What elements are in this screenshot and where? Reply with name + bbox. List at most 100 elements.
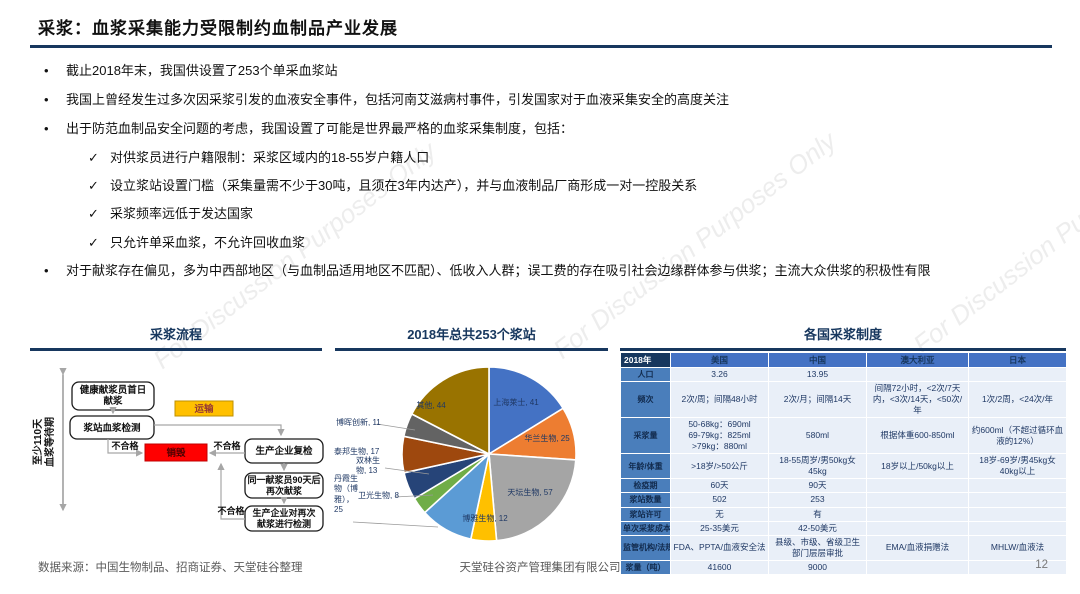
table-cell: 根据体重600-850ml bbox=[866, 417, 969, 455]
bullet-text: 出于防范血制品安全问题的考虑，我国设置了可能是世界最严格的血浆采集制度，包括： bbox=[66, 121, 574, 137]
flow-arrow bbox=[154, 424, 285, 437]
table-cell: 25-35美元 bbox=[670, 520, 769, 536]
bullet-marker: • bbox=[44, 262, 49, 278]
check-icon: ✓ bbox=[88, 234, 99, 250]
table-row-label: 浆站许可 bbox=[620, 506, 671, 522]
table-cell: 42-50美元 bbox=[768, 520, 867, 536]
table-cell: 580ml bbox=[768, 417, 867, 455]
pie-data-label: 泰邦生物, 17 bbox=[334, 447, 380, 456]
section-title-table: 各国采浆制度 bbox=[803, 327, 882, 342]
table-cell: 13.95 bbox=[768, 366, 867, 383]
table-row: 检疫期 60天 90天 bbox=[620, 478, 1067, 494]
flow-box-destroy-label: 销毁 bbox=[166, 447, 186, 459]
table-cell bbox=[866, 492, 969, 508]
table-cell: 无 bbox=[670, 506, 769, 522]
table-cell bbox=[968, 366, 1067, 383]
table-cell bbox=[866, 506, 969, 522]
bullet-item: • 对于献浆存在偏见，多为中西部地区（与血制品适用地区不匹配）、低收入人群；误工费… bbox=[38, 260, 1043, 282]
flow-box-retest-label: 献浆进行检测 bbox=[257, 518, 311, 529]
check-item: ✓ 采浆频率远低于发达国家 bbox=[60, 203, 1043, 225]
bullet-item: • 我国上曾经发生过多次因采浆引发的血液安全事件，包括河南艾滋病村事件，引发国家对… bbox=[38, 89, 1043, 111]
bullet-list: • 截止2018年末，我国供设置了253个单采血浆站 • 我国上曾经发生过多次因采浆引… bbox=[38, 60, 1043, 289]
page-number: 12 bbox=[1035, 559, 1048, 571]
table-row: 监管机构/法规 FDA、PPTA/血液安全法 县级、市级、省级卫生部门层层审批 EMA… bbox=[620, 534, 1067, 561]
table-cell bbox=[968, 492, 1067, 508]
check-icon: ✓ bbox=[88, 206, 99, 222]
flow-box-again-label: 同一献浆员90天后 bbox=[247, 474, 320, 485]
data-source: 数据来源：中国生物制品、招商证券、天堂硅谷整理 bbox=[38, 562, 303, 574]
pie-data-label: 丹霞生物（博雅），25 bbox=[334, 474, 358, 515]
table-cell: 90天 bbox=[768, 478, 867, 494]
table-col-header: 澳大利亚 bbox=[866, 352, 969, 368]
table-row-label: 浆量（吨） bbox=[620, 559, 671, 575]
bullet-text: 截止2018年末，我国供设置了253个单采血浆站 bbox=[66, 63, 338, 78]
table-row-label: 检疫期 bbox=[620, 478, 671, 494]
table-cell: 间隔72小时，<2次/7天内，<3次/14天，<50次/年 bbox=[866, 381, 969, 419]
table-row: 采浆量 50-68kg：690ml 69-79kg：825ml >79kg：880… bbox=[620, 417, 1067, 455]
table-cell: 县级、市级、省级卫生部门层层审批 bbox=[768, 534, 867, 561]
title-divider bbox=[30, 45, 1052, 48]
table-row: 年龄/体重 >18岁/>50公斤 18-55周岁/男50kg女45kg 18岁以上/5… bbox=[620, 453, 1067, 480]
table-row: 浆站许可无有 bbox=[620, 506, 1067, 522]
table-cell: 2次/月；间隔14天 bbox=[768, 381, 867, 419]
pie-data-label: 华兰生物, 25 bbox=[524, 434, 570, 443]
table-row-label: 监管机构/法规 bbox=[620, 534, 671, 561]
table-cell: MHLW/血液法 bbox=[968, 534, 1067, 561]
fail-label: 不合格 bbox=[217, 505, 245, 516]
table-cell: 3.26 bbox=[670, 366, 769, 383]
table-cell: 9000 bbox=[768, 559, 867, 575]
fail-label: 不合格 bbox=[213, 440, 241, 451]
table-cell bbox=[866, 366, 969, 383]
table-cell: FDA、PPTA/血液安全法 bbox=[670, 534, 769, 561]
table-cell: 1次/2周，<24次/年 bbox=[968, 381, 1067, 419]
section-title-flow: 采浆流程 bbox=[149, 327, 202, 342]
pie-slice-2 bbox=[488, 453, 577, 542]
section-divider bbox=[620, 348, 1066, 351]
table-cell bbox=[866, 559, 969, 575]
table-row: 单次采浆成本 25-35美元 42-50美元 bbox=[620, 520, 1067, 536]
pie-data-label: 上海莱士, 41 bbox=[493, 398, 539, 407]
section-title-pie: 2018年总共253个浆站 bbox=[407, 327, 536, 342]
table-cell: 502 bbox=[670, 492, 769, 508]
table-corner-cell: 2018年 bbox=[620, 352, 671, 368]
table-cell: 约600ml（不超过循环血液的12%） bbox=[968, 417, 1067, 455]
check-item: ✓ 只允许单采血浆，不允许回收血浆 bbox=[60, 232, 1043, 254]
section-divider bbox=[335, 348, 608, 351]
flow-box-again-label: 再次献浆 bbox=[266, 485, 303, 496]
bullet-text: 我国上曾经发生过多次因采浆引发的血液安全事件，包括河南艾滋病村事件，引发国家对于… bbox=[66, 92, 730, 108]
table-cell bbox=[866, 478, 969, 494]
bullet-item: • 出于防范血制品安全问题的考虑，我国设置了可能是世界最严格的血浆采集制度，包括： bbox=[38, 118, 1043, 140]
table-cell: 2次/周；间隔48小时 bbox=[670, 381, 769, 419]
table-cell bbox=[968, 520, 1067, 536]
bullet-text: 只允许单采血浆，不允许回收血浆 bbox=[110, 234, 306, 250]
flow-box-station-test-label: 浆站血浆检测 bbox=[82, 422, 141, 434]
table-row-label: 采浆量 bbox=[620, 417, 671, 455]
fail-label: 不合格 bbox=[111, 440, 139, 451]
flow-box-first-donation-label: 献浆 bbox=[103, 395, 123, 407]
pie-slice-0 bbox=[488, 366, 565, 456]
bullet-text: 设立浆站设置门槛（采集量需不少于30吨，且须在3年内达产），并与血液制品厂商形成… bbox=[110, 178, 698, 194]
table-cell: 18岁-69岁/男45kg女40kg以上 bbox=[968, 453, 1067, 480]
table-cell: 18-55周岁/男50kg女45kg bbox=[768, 453, 867, 480]
plasma-stations-pie-chart: 上海莱士, 41 华兰生物, 25 天坛生物, 57 博雅生物, 12 丹霞生物（博雅）… bbox=[333, 356, 613, 558]
table-row: 人口 3.26 13.95 bbox=[620, 366, 1067, 383]
country-comparison-table: 2018年 美国 中国 澳大利亚 日本 人口 3.26 13.95 频次 2次/周；间隔48小… bbox=[620, 352, 1067, 575]
table-col-header: 中国 bbox=[768, 352, 867, 368]
table-cell: 有 bbox=[768, 506, 867, 522]
table-col-header: 美国 bbox=[670, 352, 769, 368]
table-row-label: 浆站数量 bbox=[620, 492, 671, 508]
table-cell: 50-68kg：690ml 69-79kg：825ml >79kg：880ml bbox=[670, 417, 769, 455]
table-cell bbox=[968, 478, 1067, 494]
table-row-label: 频次 bbox=[620, 381, 671, 419]
pie-data-label: 双林生物, 13 bbox=[356, 456, 380, 476]
check-item: ✓ 设立浆站设置门槛（采集量需不少于30吨，且须在3年内达产），并与血液制品厂商形… bbox=[60, 175, 1043, 197]
table-cell: 60天 bbox=[670, 478, 769, 494]
table-col-header: 日本 bbox=[968, 352, 1067, 368]
bullet-text: 采浆频率远低于发达国家 bbox=[110, 206, 254, 222]
plasma-flowchart: 至少110天 血浆等待期 健康献浆员首日 献浆 浆站血浆检测 运输 生产企业复检… bbox=[25, 354, 337, 562]
pie-data-label: 其他, 44 bbox=[416, 401, 446, 410]
pie-data-label: 博晖创新, 11 bbox=[336, 418, 381, 427]
table-row-label: 年龄/体重 bbox=[620, 453, 671, 480]
table-cell: EMA/血液捐赠法 bbox=[866, 534, 969, 561]
